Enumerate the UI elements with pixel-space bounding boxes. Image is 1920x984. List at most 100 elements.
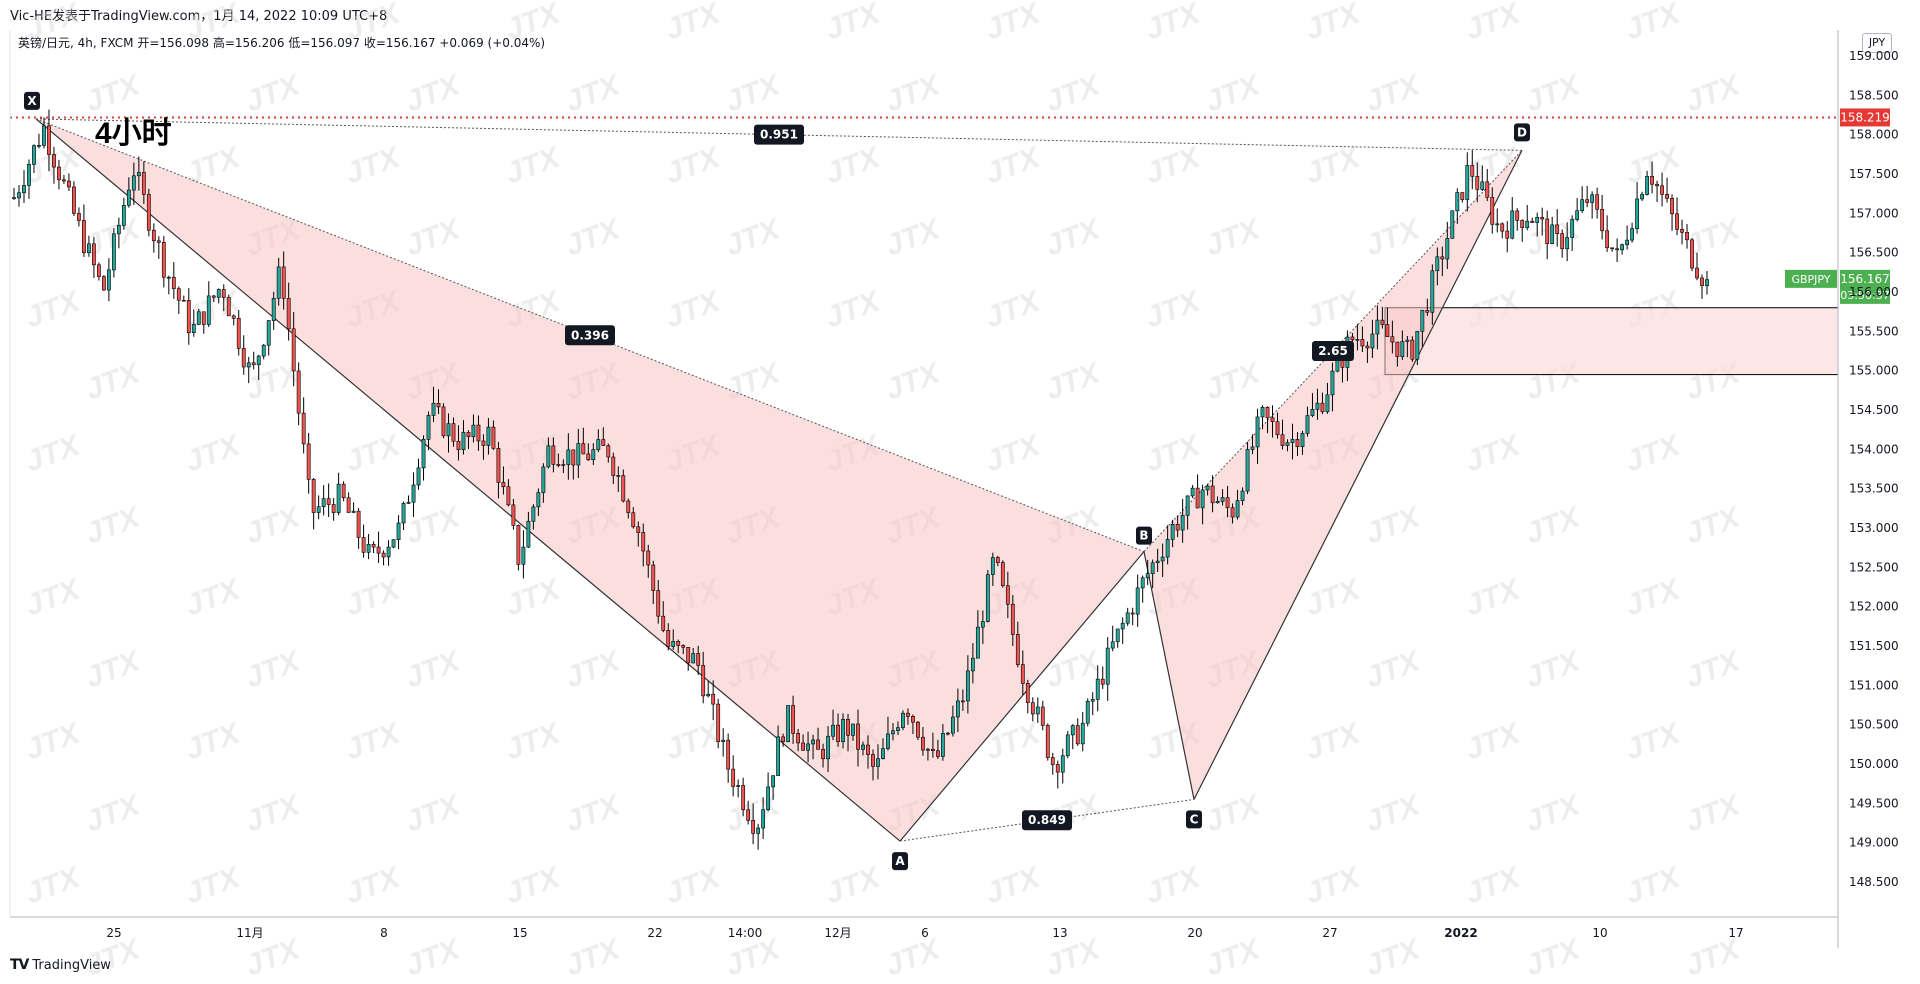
ratio-label-bd[interactable]: 2.65 [1312, 341, 1354, 361]
candle-up [1110, 641, 1115, 649]
pattern-point-a[interactable]: A [892, 852, 908, 871]
pattern-point-b[interactable]: B [1136, 526, 1152, 545]
ratio-label-xb[interactable]: 0.396 [565, 325, 615, 346]
y-tick-label: 154.000 [1849, 442, 1899, 456]
candle-up [1255, 416, 1260, 448]
watermark-text: JTX [561, 932, 626, 983]
candle-down [1100, 678, 1105, 685]
candle-up [1630, 228, 1634, 241]
candle-up [1240, 490, 1245, 501]
candle-down [1295, 439, 1300, 447]
candle-down [791, 705, 795, 734]
candle-down [871, 754, 875, 767]
ratio-value: 0.849 [1028, 813, 1066, 827]
candle-down [1030, 702, 1035, 715]
candle-up [1315, 402, 1320, 410]
candle-down [866, 744, 870, 755]
currency-selector[interactable]: JPY [1862, 33, 1892, 53]
candle-down [296, 370, 301, 414]
candle-up [1445, 238, 1450, 260]
watermark-text: JTX [1041, 932, 1106, 983]
pattern-point-c[interactable]: C [1186, 810, 1202, 829]
ratio-label-xd[interactable]: 0.951 [754, 124, 804, 145]
candle-down [1655, 183, 1659, 187]
y-tick-label: 156.000 [1849, 285, 1899, 299]
watermark-text: JTX [881, 932, 946, 983]
watermark-text: JTX [341, 860, 406, 911]
candle-up [950, 716, 955, 734]
watermark-text: JTX [561, 212, 626, 263]
candle-down [481, 440, 486, 446]
candle-up [941, 732, 945, 757]
candle-down [72, 186, 76, 214]
candle-up [531, 506, 536, 522]
x-tick-label: 8 [380, 926, 388, 940]
candle-up [1625, 239, 1630, 246]
candle-up [945, 732, 950, 735]
watermark-text: JTX [661, 284, 726, 335]
pattern-leg [1143, 551, 1195, 800]
watermark-text: JTX [181, 284, 246, 335]
pattern-point-x[interactable]: X [24, 91, 40, 110]
candle-down [711, 693, 716, 705]
price-tag-bg [1840, 269, 1890, 304]
candle-up [576, 443, 581, 466]
candle-up [37, 145, 41, 147]
candle-up [671, 641, 676, 647]
candle-up [1290, 439, 1295, 443]
candle-down [1005, 585, 1010, 605]
watermark-text: JTX [1141, 428, 1206, 479]
candle-down [1270, 417, 1275, 422]
candle-down [601, 439, 606, 446]
pattern-point-d[interactable]: D [1514, 123, 1530, 142]
symbol-tag-bg [1785, 269, 1837, 288]
candle-down [621, 475, 626, 502]
candle-down [281, 266, 286, 299]
candle-down [496, 448, 501, 483]
candle-up [1430, 270, 1435, 313]
y-tick-label: 153.500 [1849, 482, 1899, 496]
candle-up [1330, 370, 1335, 396]
candle-up [1355, 339, 1360, 341]
candle-down [781, 736, 785, 743]
candle-up [116, 224, 121, 235]
y-tick-label: 152.000 [1849, 600, 1899, 614]
candle-down [1500, 223, 1505, 232]
watermark-text: JTX [661, 140, 726, 191]
candle-up [191, 324, 196, 334]
candle-down [1470, 165, 1475, 177]
candle-down [921, 736, 925, 751]
watermark-text: JTX [1301, 860, 1366, 911]
candle-down [1045, 725, 1050, 758]
ratio-label-ac[interactable]: 0.849 [1022, 810, 1072, 831]
candle-down [441, 406, 446, 437]
candle-down [1265, 406, 1270, 419]
symbol-ohlc-line[interactable]: 英镑/日元, 4h, FXCM 开=156.098 高=156.206 低=15… [18, 36, 546, 50]
candle-down [551, 445, 556, 465]
candle-up [131, 175, 136, 191]
candle-down [1025, 683, 1030, 703]
candle-down [1595, 194, 1600, 210]
watermark-text: JTX [21, 428, 86, 479]
candle-down [911, 716, 915, 723]
candle-down [236, 318, 241, 349]
candle-down [636, 526, 641, 533]
candle-up [126, 189, 131, 206]
candle-up [87, 243, 91, 254]
candle-up [416, 467, 421, 486]
candle-down [931, 748, 935, 752]
candle-down [331, 504, 336, 513]
candle-up [32, 145, 36, 165]
candle-down [1665, 193, 1669, 199]
candle-down [1380, 319, 1385, 325]
point-badge [1136, 526, 1152, 545]
candle-up [266, 320, 271, 346]
candle-down [726, 739, 731, 770]
candle-up [1435, 256, 1440, 272]
candle-up [1260, 406, 1265, 418]
candle-up [955, 700, 960, 718]
candle-up [1450, 210, 1455, 239]
watermark-text: JTX [981, 284, 1046, 335]
tradingview-logo[interactable]: TV TradingView [10, 957, 111, 973]
